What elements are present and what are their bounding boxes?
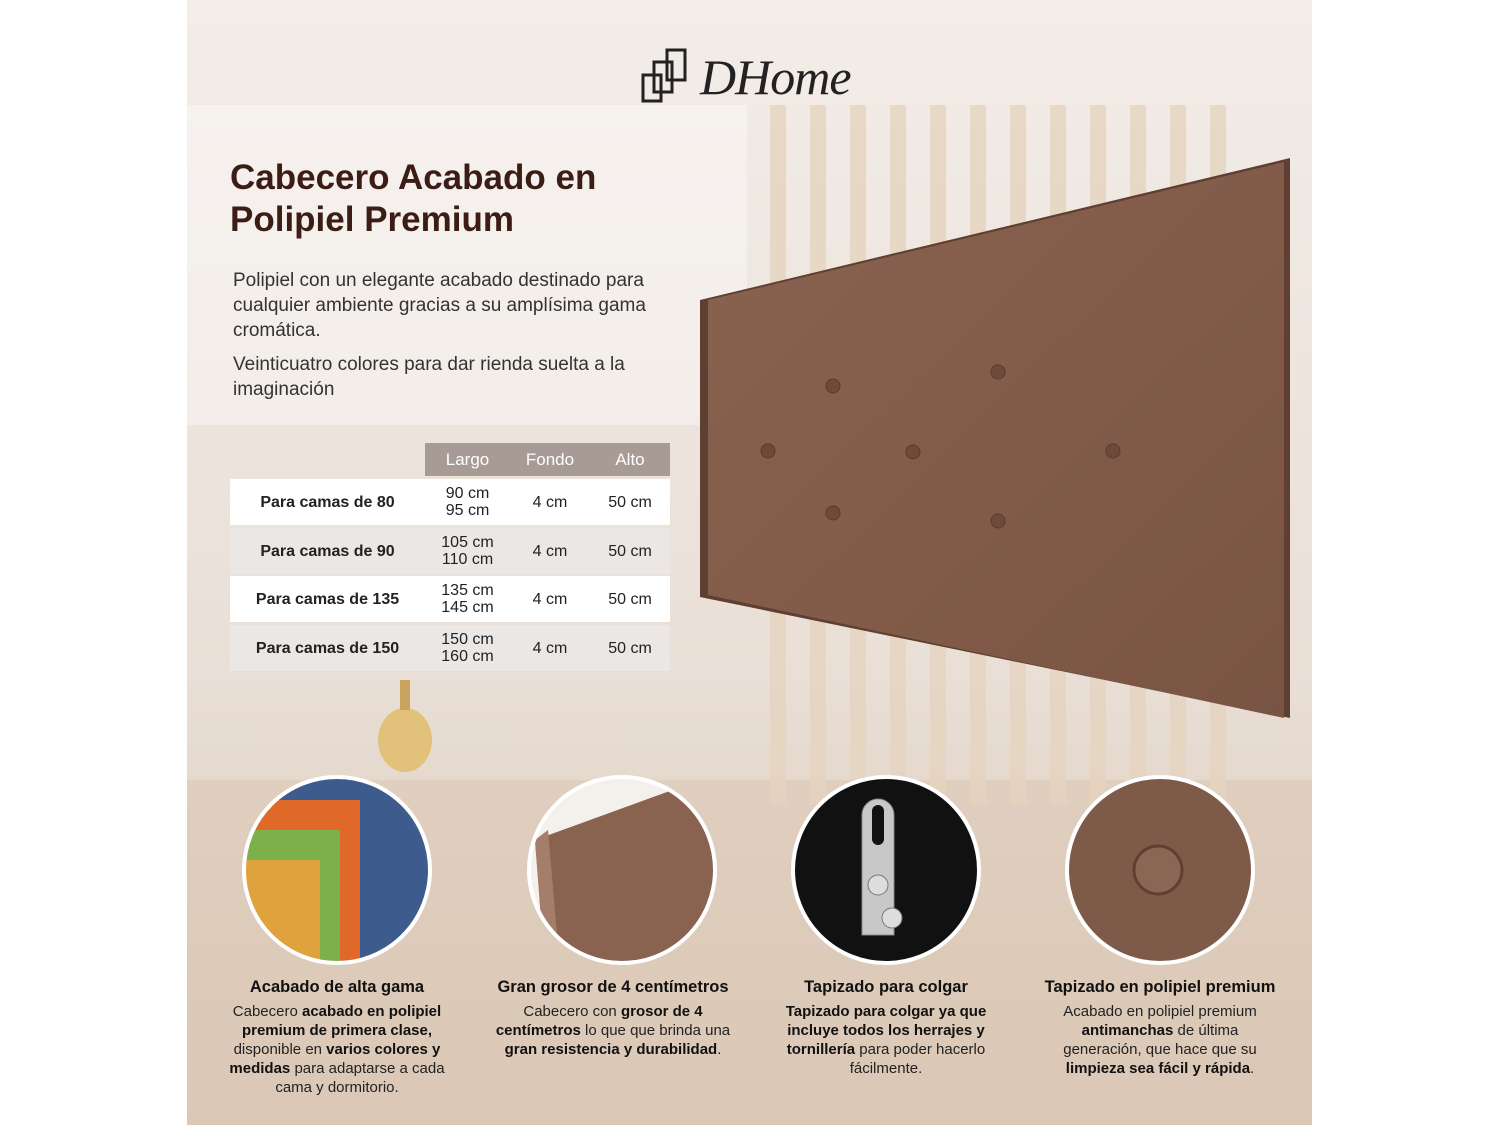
description-segment: grosor de 4 centímetros: [495, 1003, 703, 1039]
feature-title: Acabado de alta gama: [249, 978, 425, 996]
fondo-cell: 4 cm: [532, 639, 568, 657]
alto-cell: 50 cm: [608, 639, 652, 657]
largo-cell: 135 cm 145 cm: [425, 576, 510, 622]
table-header-bg: [425, 443, 670, 476]
largo-value: 95 cm: [445, 502, 490, 519]
feature-title: Tapizado para colgar: [804, 978, 968, 996]
description-segment: para adaptarse a cada cama y dormitorio.: [275, 1060, 445, 1096]
feature-description: Cabecero con grosor de 4 centímetros lo …: [495, 1002, 731, 1059]
alto-cell: 50 cm: [608, 493, 652, 511]
description-segment: gran resistencia y durabilidad: [504, 1041, 718, 1058]
description-segment: para poder hacerlo fácilmente.: [849, 1041, 986, 1077]
largo-cell: 105 cm 110 cm: [425, 528, 510, 574]
description-segment: Cabecero con: [523, 1003, 621, 1020]
feature-description: Cabecero acabado en polipiel premium de …: [219, 1002, 455, 1097]
description-segment: de última generación, que hace que su: [1063, 1022, 1257, 1058]
description-segment: varios colores y medidas: [229, 1041, 441, 1077]
description: Veinticuatro colores para dar rienda sue…: [233, 354, 625, 400]
fondo-cell: 4 cm: [532, 590, 568, 608]
largo-cell: 150 cm 160 cm: [425, 625, 510, 671]
feature-description: Tapizado para colgar ya que incluye todo…: [768, 1002, 1004, 1078]
description-segment: Cabecero: [232, 1003, 302, 1020]
table-header: Fondo: [525, 450, 575, 469]
row-label: Para camas de 135: [255, 590, 400, 608]
row-label: Para camas de 80: [260, 493, 395, 511]
row-label: Para camas de 150: [255, 639, 400, 657]
fondo-cell: 4 cm: [532, 493, 568, 511]
description-segment: lo que que brinda una: [580, 1022, 731, 1039]
largo-value: 110 cm: [441, 551, 494, 568]
largo-value: 160 cm: [441, 648, 494, 665]
description-segment: Tapizado para colgar ya que incluye todo…: [785, 1003, 987, 1058]
description-segment: antimanchas: [1081, 1022, 1174, 1039]
largo-value: 105 cm: [441, 534, 494, 551]
feature-title: Gran grosor de 4 centímetros: [497, 978, 729, 996]
table-header: Alto: [615, 450, 645, 469]
alto-cell: 50 cm: [608, 590, 652, 608]
row-label: Para camas de 90: [260, 542, 395, 560]
description-segment: acabado en polipiel premium de primera c…: [241, 1003, 442, 1039]
title-line: Cabecero Acabado en: [230, 158, 597, 197]
table-row-bg: [230, 528, 670, 574]
fondo-cell: 4 cm: [532, 542, 568, 560]
feature-title: Tapizado en polipiel premium: [1044, 978, 1276, 996]
table-row-bg: [230, 625, 670, 671]
description-segment: disponible en: [233, 1041, 327, 1058]
table-header: Largo: [445, 450, 490, 469]
largo-cell: 90 cm 95 cm: [425, 479, 510, 525]
largo-value: 135 cm: [441, 582, 494, 599]
logo: DHome: [700, 49, 852, 105]
description: Polipiel con un elegante acabado destina…: [233, 270, 646, 341]
description-segment: .: [717, 1041, 722, 1058]
largo-value: 150 cm: [441, 631, 494, 648]
feature-description: Acabado en polipiel premium antimanchas …: [1042, 1002, 1278, 1078]
table-row-bg: [230, 576, 670, 622]
table-row-bg: [230, 479, 670, 525]
largo-value: 145 cm: [441, 599, 494, 616]
description-segment: limpieza sea fácil y rápida: [1065, 1060, 1251, 1077]
alto-cell: 50 cm: [608, 542, 652, 560]
description-segment: Acabado en polipiel premium: [1063, 1003, 1257, 1020]
title-line: Polipiel Premium: [230, 200, 514, 239]
description-segment: .: [1250, 1060, 1255, 1077]
largo-value: 90 cm: [445, 485, 490, 502]
